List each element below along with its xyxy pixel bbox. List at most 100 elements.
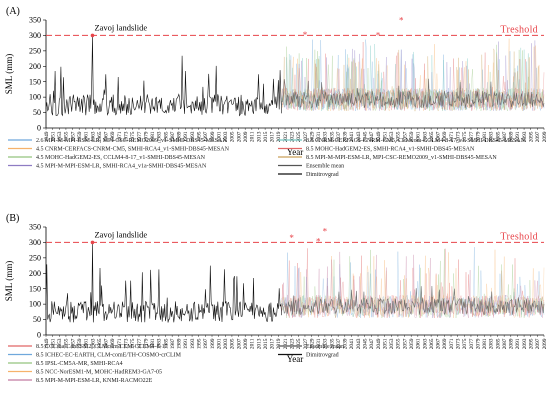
- x-tick-label: 2099: [542, 338, 548, 349]
- x-tick-label: 2005: [230, 131, 236, 142]
- series-line: [281, 38, 545, 112]
- y-tick-label: 100: [29, 300, 41, 309]
- x-tick-label: 2019: [276, 131, 282, 142]
- series-line: [281, 40, 545, 112]
- y-tick-label: 200: [29, 62, 41, 71]
- x-tick-label: 1987: [170, 338, 176, 349]
- x-tick-label: 1989: [177, 131, 183, 142]
- y-tick-label: 300: [29, 31, 41, 40]
- x-tick-label: 1953: [57, 338, 63, 349]
- x-tick-label: 2049: [376, 338, 382, 349]
- x-tick-label: 2093: [522, 131, 528, 142]
- x-tick-label: 1979: [143, 131, 149, 142]
- x-tick-label: 1975: [130, 131, 136, 142]
- landslide-annotation: Zavoj landslide: [94, 229, 147, 239]
- x-tick-label: 1961: [84, 338, 90, 349]
- x-tick-label: 1977: [137, 338, 143, 349]
- x-tick-label: 2097: [535, 338, 541, 349]
- x-tick-label: 2035: [329, 338, 335, 349]
- x-tick-label: 1983: [157, 131, 163, 142]
- x-tick-label: 2015: [263, 338, 269, 349]
- panel-label: (B): [6, 213, 19, 224]
- x-tick-label: 2013: [256, 131, 262, 142]
- exceedance-marker: *: [376, 31, 381, 41]
- y-tick-label: 50: [33, 108, 41, 117]
- x-tick-label: 2085: [495, 131, 501, 142]
- x-tick-label: 2047: [369, 131, 375, 142]
- x-tick-label: 2089: [509, 338, 515, 349]
- x-tick-label: 2049: [376, 131, 382, 142]
- x-tick-label: 2061: [416, 338, 422, 349]
- x-tick-label: 2031: [316, 338, 322, 349]
- series-line-ensemble-mean: [281, 78, 545, 109]
- legend-entry: 4.5 MOHC-HadGEM2-ES, CCLM4-8-17_v1-SMHI-…: [36, 155, 206, 161]
- x-tick-label: 2063: [422, 131, 428, 142]
- x-tick-label: 2043: [356, 338, 362, 349]
- landslide-marker: [90, 33, 95, 38]
- x-tick-label: 2079: [475, 338, 481, 349]
- y-tick-label: 100: [29, 93, 41, 102]
- x-tick-label: 2021: [283, 338, 289, 349]
- x-tick-label: 2023: [289, 338, 295, 349]
- x-tick-label: 2035: [329, 131, 335, 142]
- x-tick-label: 2065: [429, 131, 435, 142]
- x-tick-label: 2067: [436, 338, 442, 349]
- legend-entry: 8.5 MOHC-HadGEM2-ES, SMHI-RCA4_v1-SMHI-D…: [306, 147, 475, 153]
- series-line: [281, 44, 545, 112]
- x-axis-title: Year: [287, 354, 304, 364]
- y-tick-label: 50: [33, 315, 41, 324]
- x-tick-label: 1973: [123, 131, 129, 142]
- x-tick-label: 2069: [442, 131, 448, 142]
- x-tick-label: 2091: [515, 131, 521, 142]
- x-tick-label: 1983: [157, 338, 163, 349]
- legend-entry: Dimitrovgrad: [306, 353, 339, 359]
- x-tick-label: 2055: [396, 131, 402, 142]
- x-tick-label: 2023: [289, 131, 295, 142]
- x-tick-label: 1965: [97, 131, 103, 142]
- legend-entry: 8.5 NCC-NorESM1-M, MOHC-HadREM3-GA7-05: [36, 370, 162, 376]
- y-tick-label: 150: [29, 284, 41, 293]
- x-tick-label: 2083: [489, 131, 495, 142]
- legend: 2.6 MPI-M-MPI-ESM-LR, MPI-CSC-REMO2009_v…: [8, 138, 526, 178]
- x-tick-label: 1985: [163, 131, 169, 142]
- x-tick-label: 2075: [462, 338, 468, 349]
- x-tick-label: 2029: [309, 338, 315, 349]
- x-tick-label: 1979: [143, 338, 149, 349]
- x-tick-label: 1987: [170, 131, 176, 142]
- x-tick-label: 1999: [210, 338, 216, 349]
- y-tick-label: 0: [37, 331, 41, 340]
- x-tick-label: 2001: [216, 131, 222, 142]
- x-tick-label: 1959: [77, 338, 83, 349]
- x-tick-label: 1963: [90, 131, 96, 142]
- chart-panel-b: (B) 0 50 100 150 200 250 300 350 SML (mm) 1949 1951…: [4, 213, 548, 384]
- x-tick-label: 2057: [402, 338, 408, 349]
- x-tick-label: 1989: [177, 338, 183, 349]
- x-tick-label: 2067: [436, 131, 442, 142]
- x-tick-label: 1955: [64, 338, 70, 349]
- series-line: [281, 43, 545, 112]
- legend-entry: 4.5 MPI-M-MPI-ESM-LR, SMHI-RCA4_v1a-SMHI…: [36, 164, 207, 170]
- x-tick-label: 1991: [183, 131, 189, 142]
- x-tick-label: 1985: [163, 338, 169, 349]
- x-tick-label: 2087: [502, 131, 508, 142]
- x-tick-label: 1993: [190, 338, 196, 349]
- x-tick-label: 2033: [323, 338, 329, 349]
- y-tick-label: 0: [37, 124, 41, 133]
- legend-entry: 8.5 ICHEC-EC-EARTH, CLM-comE/TH-COSMO-cr…: [36, 353, 182, 359]
- x-tick-label: 1953: [57, 131, 63, 142]
- x-tick-label: 2081: [482, 131, 488, 142]
- x-tick-label: 1993: [190, 131, 196, 142]
- x-tick-label: 2045: [363, 338, 369, 349]
- legend-entry: 8.5 MPI-M-MPI-ESM-LR, KNMI-RACMO22E: [36, 378, 153, 384]
- x-tick-label: 1967: [104, 338, 110, 349]
- x-tick-label: 2095: [529, 338, 535, 349]
- x-tick-label: 2043: [356, 131, 362, 142]
- x-axis-title: Year: [287, 147, 304, 157]
- x-tick-label: 2083: [489, 338, 495, 349]
- x-tick-label: 2077: [469, 338, 475, 349]
- x-tick-label: 2041: [349, 338, 355, 349]
- x-tick-label: 1959: [77, 131, 83, 142]
- x-tick-label: 2073: [455, 338, 461, 349]
- threshold-label: Treshold: [500, 231, 538, 242]
